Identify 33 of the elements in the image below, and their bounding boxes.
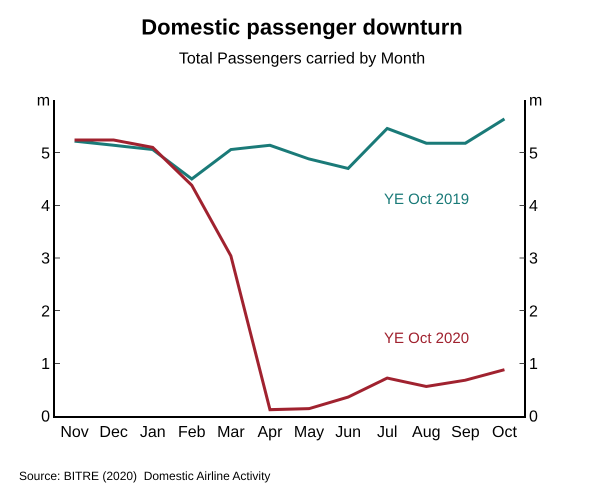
y-tick-label: m bbox=[36, 92, 50, 110]
y2-tick-label: 0 bbox=[528, 408, 538, 426]
y2-tick-label: 2 bbox=[528, 303, 538, 320]
line-series bbox=[73, 117, 506, 180]
x-tick-label: Jan bbox=[140, 424, 166, 441]
y2-tick-label: 5 bbox=[528, 145, 538, 162]
y-tick-label: 0 bbox=[41, 408, 50, 426]
x-tick-label: Sep bbox=[451, 424, 480, 441]
x-tick-label: May bbox=[294, 424, 324, 441]
y-tick-label: 5 bbox=[41, 145, 50, 162]
y-tick-label: 4 bbox=[41, 198, 50, 215]
x-tick-label: Oct bbox=[492, 424, 518, 441]
y2-tick-label: 4 bbox=[528, 198, 538, 215]
text: YE Oct 2019 bbox=[384, 191, 470, 208]
chart-title: Domestic passenger downturn bbox=[141, 14, 463, 40]
y-tick-label: 3 bbox=[41, 250, 50, 268]
x-tick-label: Jun bbox=[335, 424, 362, 441]
x-tick-label: Mar bbox=[217, 424, 246, 441]
x-tick-label: Apr bbox=[258, 424, 284, 441]
y2-tick-label: m bbox=[528, 92, 542, 110]
y2-tick-label: 1 bbox=[528, 356, 538, 373]
text: YE Oct 2020 bbox=[384, 330, 470, 347]
x-tick-label: Jul bbox=[376, 424, 398, 441]
y-tick-label: 1 bbox=[41, 356, 50, 373]
x-tick-label: Nov bbox=[60, 424, 89, 441]
x-tick-label: Dec bbox=[99, 424, 128, 441]
x-tick-label: Aug bbox=[412, 424, 441, 441]
chart-subtitle: Total Passengers carried by Month bbox=[178, 50, 426, 68]
y2-tick-label: 3 bbox=[528, 250, 538, 268]
y-tick-label: 2 bbox=[41, 303, 50, 320]
source-note: Source: BITRE (2020) Domestic Airline Activity bbox=[19, 469, 270, 483]
line-series bbox=[73, 138, 506, 412]
x-tick-label: Feb bbox=[178, 424, 206, 441]
